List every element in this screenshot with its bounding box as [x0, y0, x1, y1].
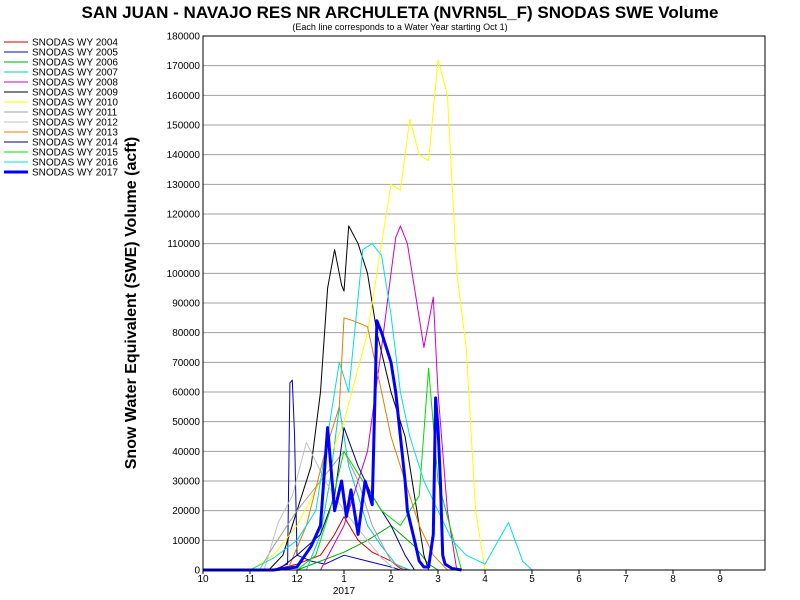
y-tick-label: 120000 [167, 210, 201, 221]
series-line-wy2009 [203, 225, 430, 571]
x-tick-label: 12 [291, 574, 303, 585]
legend-label: SNODAS WY 2007 [32, 68, 118, 79]
y-tick-label: 70000 [172, 358, 200, 369]
x-tick-labels: 10 11 12 1 2 3 4 5 6 7 8 9 [197, 570, 723, 585]
series-line-wy2013 [203, 317, 448, 571]
y-tick-label: 180000 [167, 32, 201, 43]
y-tick-label: 170000 [167, 61, 201, 72]
y-tick-label: 30000 [172, 477, 200, 488]
series-line-wy2015 [203, 367, 462, 571]
y-axis-label: Snow Water Equivalent (SWE) Volume (acft… [123, 137, 140, 469]
legend-label: SNODAS WY 2012 [32, 118, 118, 129]
plot-frame [202, 35, 766, 571]
legend-label: SNODAS WY 2004 [32, 38, 118, 49]
y-tick-label: 40000 [172, 447, 200, 458]
legend-label: SNODAS WY 2008 [32, 78, 118, 89]
series-line-wy2016 [203, 243, 533, 571]
legend-label: SNODAS WY 2017 [32, 168, 118, 179]
x-tick-label: 5 [529, 574, 535, 585]
y-tick-labels: 0 10000 20000 30000 40000 50000 60000 70000 8000… [167, 32, 201, 577]
x-year-label: 2017 [333, 586, 356, 597]
series-line-wy2005 [203, 379, 401, 571]
x-tick-label: 6 [576, 574, 582, 585]
grid-lines [203, 65, 765, 541]
y-tick-label: 60000 [172, 388, 200, 399]
series-line-wy2017 [203, 319, 462, 572]
x-tick-label: 2 [388, 574, 394, 585]
y-tick-label: 80000 [172, 328, 200, 339]
legend-label: SNODAS WY 2011 [32, 108, 118, 119]
y-tick-label: 160000 [167, 91, 201, 102]
x-tick-label: 1 [341, 574, 347, 585]
legend-label: SNODAS WY 2009 [32, 88, 118, 99]
y-tick-label: 10000 [172, 536, 200, 547]
chart-title: SAN JUAN - NAVAJO RES NR ARCHULETA (NVRN… [82, 3, 719, 22]
y-tick-label: 0 [194, 566, 200, 577]
y-tick-label: 150000 [167, 121, 201, 132]
y-tick-label: 140000 [167, 150, 201, 161]
x-tick-label: 8 [670, 574, 676, 585]
y-tick-label: 20000 [172, 506, 200, 517]
series-line-wy2007 [203, 406, 410, 571]
chart-subtitle: (Each line corresponds to a Water Year s… [292, 22, 507, 32]
y-tick-label: 110000 [167, 239, 200, 250]
legend-label: SNODAS WY 2016 [32, 158, 118, 169]
series-line-wy2010 [203, 59, 486, 571]
legend-label: SNODAS WY 2013 [32, 128, 118, 139]
x-tick-label: 4 [482, 574, 488, 585]
series-line-wy2014 [203, 427, 415, 571]
x-tick-label: 9 [717, 574, 723, 585]
y-tick-label: 50000 [172, 417, 200, 428]
y-tick-label: 130000 [167, 180, 201, 191]
x-tick-label: 10 [197, 574, 209, 585]
y-tick-label: 100000 [167, 269, 201, 280]
x-tick-label: 7 [623, 574, 629, 585]
legend-label: SNODAS WY 2006 [32, 58, 118, 69]
series-lines [203, 59, 533, 572]
legend-label: SNODAS WY 2014 [32, 138, 118, 149]
x-tick-label: 11 [245, 574, 256, 585]
legend-label: SNODAS WY 2005 [32, 48, 118, 59]
legend-label: SNODAS WY 2015 [32, 148, 118, 159]
x-tick-label: 3 [435, 574, 441, 585]
y-tick-label: 90000 [172, 299, 200, 310]
series-line-wy2012 [203, 441, 397, 571]
legend-label: SNODAS WY 2010 [32, 98, 118, 109]
